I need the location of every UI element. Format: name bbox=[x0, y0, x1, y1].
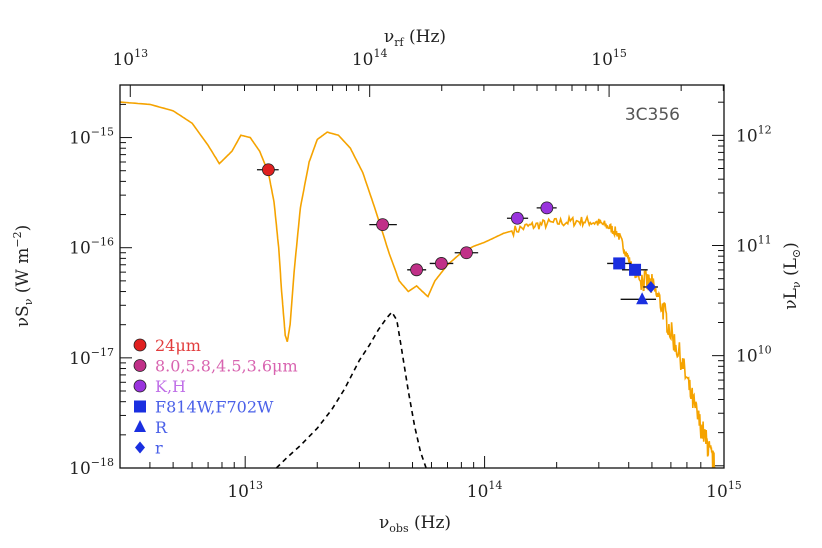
y-right-axis-label: νLν (L⊙) bbox=[781, 242, 803, 310]
y-left-axis-label: νSν (W m−2) bbox=[11, 225, 35, 328]
legend-marker bbox=[134, 420, 146, 432]
x-bottom-axis-label: νobs (Hz) bbox=[379, 513, 451, 535]
data-point bbox=[636, 292, 649, 305]
legend-marker bbox=[135, 441, 145, 454]
model-curves bbox=[120, 101, 716, 468]
y-left-tick-label: 10−15 bbox=[69, 126, 114, 149]
data-point bbox=[460, 246, 473, 260]
legend-marker bbox=[133, 338, 147, 352]
legend-marker bbox=[133, 359, 147, 372]
x-top-tick-label: 1015 bbox=[591, 47, 627, 70]
legend-item: r bbox=[135, 439, 163, 458]
legend-label: 24μm bbox=[155, 336, 201, 355]
axis-ticks bbox=[119, 84, 725, 469]
y-left-tick-label: 10−17 bbox=[69, 346, 114, 369]
data-point bbox=[376, 218, 390, 232]
x-top-tick-label: 1013 bbox=[112, 47, 148, 70]
x-top-axis-label: νrf (Hz) bbox=[384, 27, 446, 49]
data-point bbox=[613, 257, 626, 270]
legend-item: 8.0,5.8,4.5,3.6μm bbox=[133, 357, 298, 376]
tick-labels: 1013 1014 1015 1013 1014 1015 10−15 10−16 10−17 1… bbox=[69, 47, 772, 502]
y-left-tick-label: 10−16 bbox=[69, 236, 114, 259]
legend-label: R bbox=[155, 418, 168, 437]
legend-label: r bbox=[155, 439, 163, 458]
data-points bbox=[256, 163, 658, 305]
data-point bbox=[261, 163, 275, 177]
legend-item: 24μm bbox=[133, 336, 201, 355]
data-point bbox=[645, 280, 656, 293]
data-point bbox=[434, 257, 448, 270]
x-top-tick-label: 1014 bbox=[352, 47, 388, 70]
y-right-tick-label: 1010 bbox=[736, 344, 772, 367]
data-point bbox=[410, 263, 423, 277]
x-bottom-tick-label: 1014 bbox=[467, 479, 503, 502]
legend-item: R bbox=[134, 418, 168, 437]
plot-frame bbox=[119, 84, 725, 469]
legend-item: F814W,F702W bbox=[134, 398, 274, 417]
y-right-tick-label: 1012 bbox=[736, 123, 772, 146]
data-point bbox=[629, 263, 642, 276]
legend-label: 8.0,5.8,4.5,3.6μm bbox=[155, 357, 298, 376]
y-left-tick-label: 10−18 bbox=[69, 456, 114, 479]
legend-marker bbox=[134, 400, 146, 413]
object-label: 3C356 bbox=[625, 105, 680, 125]
x-bottom-tick-label: 1013 bbox=[227, 479, 263, 502]
data-point bbox=[510, 211, 524, 225]
legend-marker bbox=[133, 379, 147, 393]
legend-label: F814W,F702W bbox=[155, 398, 274, 417]
legend-item: K,H bbox=[133, 377, 186, 396]
model-component-line bbox=[275, 310, 427, 468]
y-right-tick-label: 1011 bbox=[736, 233, 772, 256]
legend-label: K,H bbox=[155, 377, 186, 396]
data-point bbox=[540, 201, 554, 215]
model-total-line bbox=[120, 101, 716, 468]
x-bottom-tick-label: 1015 bbox=[706, 479, 742, 502]
